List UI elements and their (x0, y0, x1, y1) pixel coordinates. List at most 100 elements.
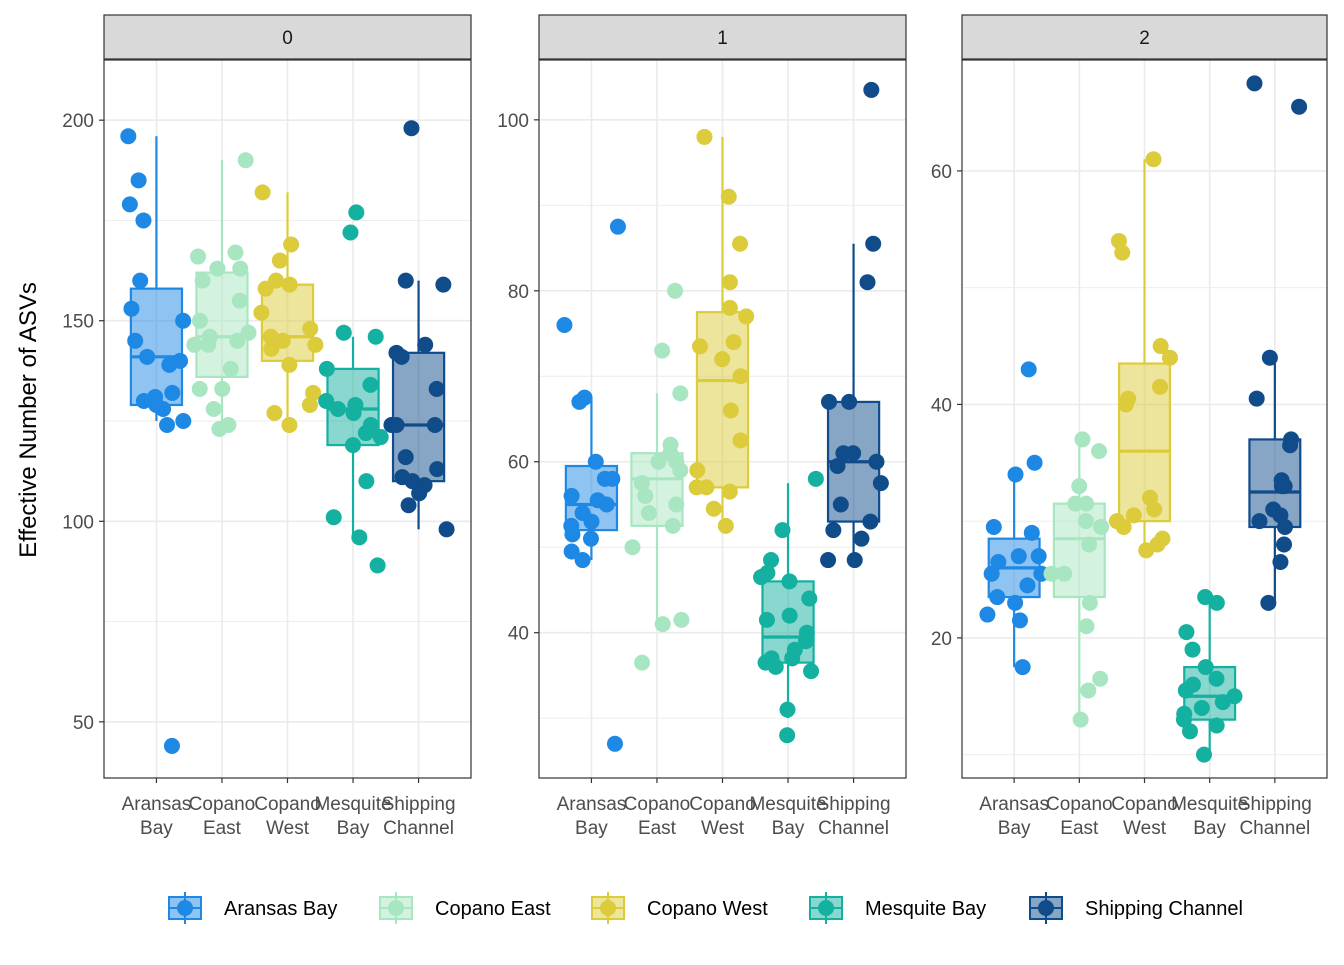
data-point (357, 425, 374, 442)
data-point (721, 299, 738, 316)
data-point (1080, 682, 1097, 699)
data-point (209, 260, 226, 277)
data-point (985, 518, 1002, 535)
x-tick-label-line: Mesquite (314, 794, 391, 815)
data-point (1152, 338, 1169, 355)
data-point (175, 312, 192, 329)
data-point (672, 462, 689, 479)
data-point (807, 470, 824, 487)
data-point (135, 392, 152, 409)
x-tick-label-line: Copano (624, 794, 691, 815)
x-tick-label: Mesquite Bay (749, 794, 826, 839)
data-point (1056, 565, 1073, 582)
data-point (438, 521, 455, 538)
data-point (283, 236, 300, 253)
x-tick-label: Aransas Bay (122, 794, 192, 839)
x-tick-label: Shipping Channel (1238, 794, 1312, 839)
data-point (574, 552, 591, 569)
data-point (428, 380, 445, 397)
data-point (1026, 454, 1043, 471)
x-tick-label-line: Mesquite (749, 794, 826, 815)
data-point (132, 272, 149, 289)
legend-label: Aransas Bay (224, 898, 337, 920)
data-point (853, 530, 870, 547)
data-point (281, 417, 298, 434)
data-point (829, 458, 846, 475)
data-point (696, 128, 713, 145)
y-tick-label: 60 (508, 453, 529, 474)
data-point (689, 462, 706, 479)
y-tick-label: 150 (62, 312, 94, 333)
data-point (318, 360, 335, 377)
data-point (654, 342, 671, 359)
data-point (1197, 659, 1214, 676)
data-point (1291, 98, 1308, 115)
group-aransas-bay (556, 218, 626, 752)
data-point (664, 517, 681, 534)
data-point (417, 336, 434, 353)
data-point (563, 543, 580, 560)
data-point (732, 432, 749, 449)
legend-key-point (177, 900, 193, 916)
x-tick-label: Copano East (1046, 794, 1113, 839)
data-point (1214, 694, 1231, 711)
data-point (120, 128, 137, 145)
data-point (1260, 594, 1277, 611)
group-shipping-channel (383, 120, 455, 538)
data-point (587, 453, 604, 470)
data-point (640, 505, 657, 522)
x-tick-label: Copano East (624, 794, 691, 839)
data-point (732, 235, 749, 252)
data-point (979, 606, 996, 623)
group-copano-east (1043, 431, 1110, 728)
y-tick-label: 60 (931, 162, 952, 183)
data-point (868, 453, 885, 470)
data-point (564, 526, 581, 543)
data-point (161, 356, 178, 373)
data-point (1007, 466, 1024, 483)
data-point (1043, 565, 1060, 582)
data-point (753, 569, 770, 586)
data-point (164, 384, 181, 401)
x-tick-label-line: Bay (1193, 818, 1226, 839)
x-tick-label-line: Aransas (979, 794, 1049, 815)
data-point (571, 393, 588, 410)
data-point (763, 552, 780, 569)
data-point (1272, 554, 1289, 571)
y-tick-label: 100 (497, 111, 529, 132)
data-point (232, 260, 249, 277)
group-copano-east (624, 282, 690, 671)
data-point (1117, 396, 1134, 413)
data-point (1195, 746, 1212, 763)
data-point (155, 400, 172, 417)
data-point (388, 417, 405, 434)
data-point (781, 607, 798, 624)
data-point (1276, 478, 1293, 495)
data-point (845, 445, 862, 462)
facet-strip-label: 0 (282, 28, 293, 49)
data-point (598, 496, 615, 513)
data-point (801, 590, 818, 607)
data-point (803, 663, 820, 680)
data-point (237, 152, 254, 169)
data-point (397, 272, 414, 289)
x-tick-label-line: Bay (337, 818, 370, 839)
x-tick-label-line: Channel (383, 818, 454, 839)
x-tick-label-line: Bay (140, 818, 173, 839)
data-point (281, 276, 298, 293)
data-point (411, 485, 428, 502)
legend-item-aransas-bay: Aransas Bay (167, 892, 337, 924)
data-point (825, 522, 842, 539)
panel-2: 2 20 40 60 Aransas Bay Copano East Copano WestMes… (931, 14, 1328, 839)
data-point (821, 393, 838, 410)
data-point (714, 351, 731, 368)
x-tick-label-line: Channel (818, 818, 889, 839)
data-point (609, 218, 626, 235)
data-point (1114, 244, 1131, 261)
data-point (135, 212, 152, 229)
data-point (130, 172, 147, 189)
data-point (732, 368, 749, 385)
facet-strip (103, 14, 472, 60)
x-tick-label-line: Channel (1239, 818, 1310, 839)
